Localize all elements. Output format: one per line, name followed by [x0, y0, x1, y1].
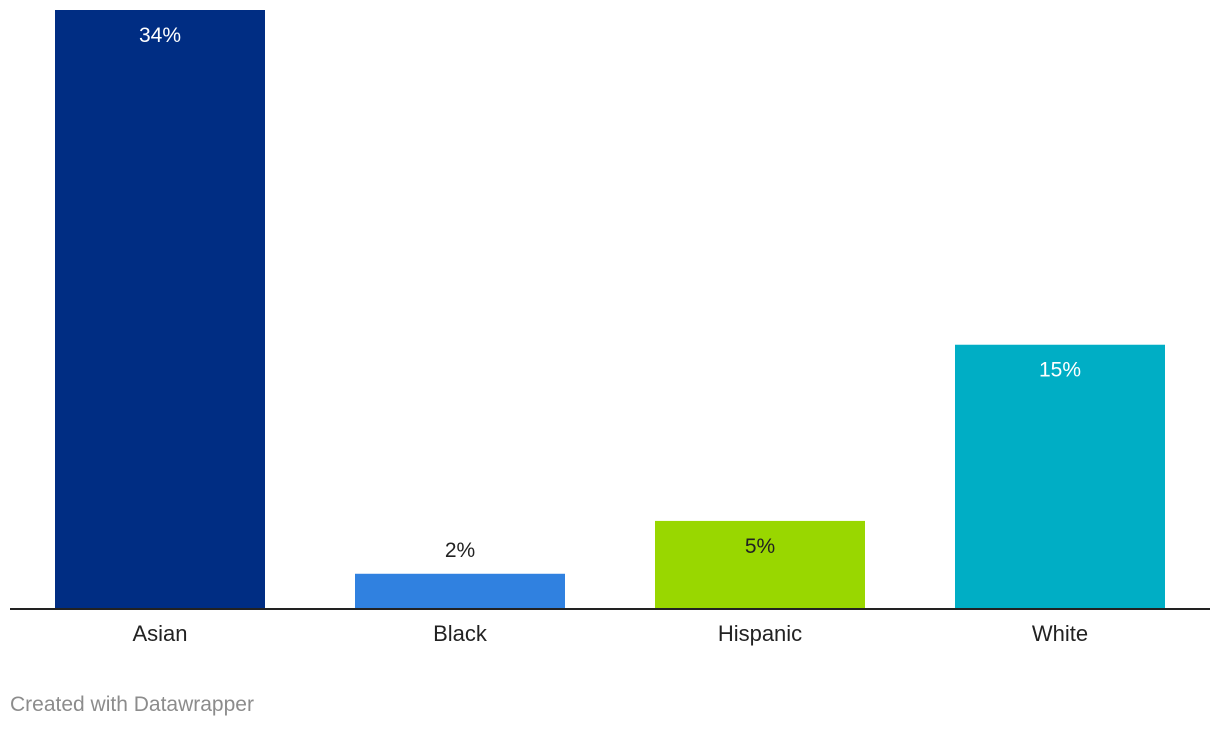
value-label-asian: 34% [139, 24, 181, 47]
bar-hispanic [655, 520, 865, 609]
x-tick-labels-group: Asian Black Hispanic White [132, 621, 1088, 646]
value-label-hispanic: 5% [745, 535, 775, 558]
x-tick-label-black: Black [433, 621, 488, 646]
value-label-black: 2% [445, 539, 475, 562]
bar-asian [55, 10, 265, 609]
bar-chart: 34% 2% 5% 15% Asian Black Hispanic White [10, 10, 1210, 646]
x-tick-label-white: White [1032, 621, 1088, 646]
footer-credit: Created with Datawrapper [10, 693, 254, 716]
bar-black [355, 573, 565, 609]
value-label-white: 15% [1039, 359, 1081, 382]
value-labels-group: 34% 2% 5% 15% [139, 24, 1081, 562]
bars-group [55, 10, 1165, 609]
bar-white [955, 344, 1165, 609]
x-tick-label-hispanic: Hispanic [718, 621, 802, 646]
x-tick-label-asian: Asian [132, 621, 187, 646]
